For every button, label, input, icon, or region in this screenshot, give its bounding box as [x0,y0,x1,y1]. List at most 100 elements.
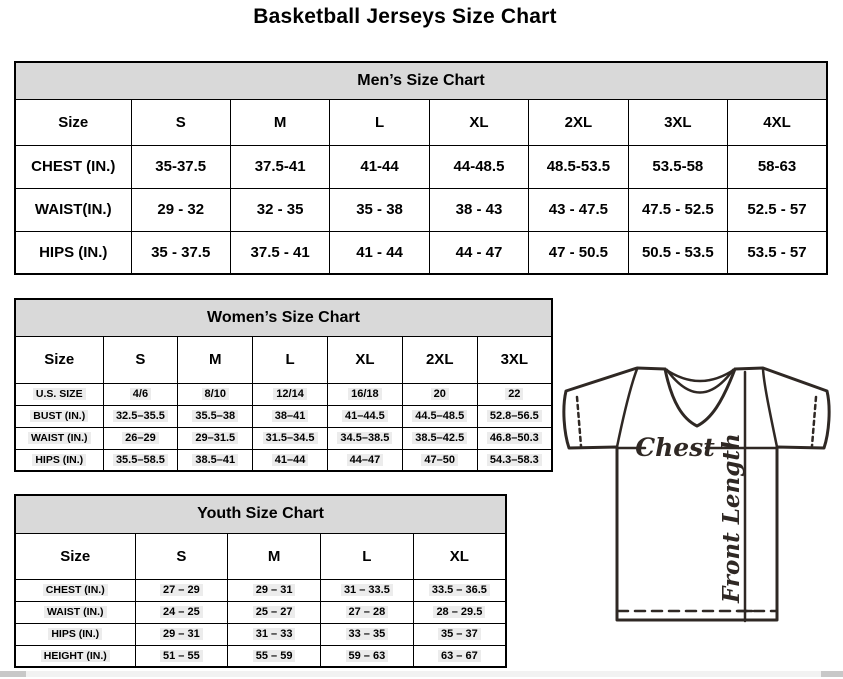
size-value-cell: 29 - 32 [130,187,231,232]
size-value-cell: 44 - 47 [428,230,530,275]
size-value-cell: 47 - 50.5 [528,230,629,275]
column-header: S [134,532,229,580]
table-row: CHEST (IN.) 35-37.5 37.5-41 41-44 44-48.5 48.… [14,144,828,189]
size-value-cell: 4/6 [102,382,179,406]
size-value-cell: 29 – 31 [227,578,321,602]
jersey-armhole-left [615,367,639,449]
size-value-cell: 59 – 63 [320,644,414,668]
size-value-cell: 47–50 [401,448,478,472]
size-value-cell: 38 - 43 [428,187,530,232]
jersey-armhole-right [761,367,779,449]
size-value-cell: 25 – 27 [227,600,321,624]
size-value-cell: 50.5 - 53.5 [627,230,729,275]
size-value-cell: 55 – 59 [227,644,321,668]
size-value-cell: 52.8–56.5 [476,404,553,428]
row-label: U.S. SIZE [14,382,104,406]
size-value-cell: 24 – 25 [134,600,229,624]
front-length-line [736,370,754,623]
column-header: S [102,335,179,384]
size-value-cell: 32.5–35.5 [102,404,179,428]
jersey-vneck [663,367,737,428]
size-value-cell: 35.5–38 [177,404,254,428]
size-value-cell: 27 – 29 [134,578,229,602]
size-value-cell: 43 - 47.5 [528,187,629,232]
table-row: HIPS (IN.) 35 - 37.5 37.5 - 41 41 - 44 44 - … [14,230,828,275]
size-value-cell: 47.5 - 52.5 [627,187,729,232]
table-row: CHEST (IN.) 27 – 29 29 – 31 31 – 33.5 33.5 –… [14,578,507,602]
youth-table-title: Youth Size Chart [14,494,507,534]
row-label: HEIGHT (IN.) [14,644,136,668]
size-value-cell: 51 – 55 [134,644,229,668]
column-header: XL [412,532,507,580]
size-value-cell: 41 - 44 [329,230,430,275]
size-value-cell: 35 - 38 [329,187,430,232]
size-value-cell: 37.5 - 41 [229,230,331,275]
scrollbar-right-segment[interactable] [821,671,843,677]
row-label: WAIST (IN.) [14,600,136,624]
row-label: WAIST(IN.) [14,187,132,232]
table-row: U.S. SIZE 4/6 8/10 12/14 16/18 20 22 [14,382,553,406]
row-label: HIPS (IN.) [14,622,136,646]
jersey-diagram: Chest Front Length [552,353,843,645]
column-header: 2XL [528,98,629,146]
size-value-cell: 33.5 – 36.5 [412,578,507,602]
mens-table: Men’s Size Chart Size S M L XL 2XL 3XL 4XL CHEST … [14,61,828,275]
row-label: HIPS (IN.) [14,448,104,472]
size-value-cell: 48.5-53.5 [528,144,629,189]
column-header: 3XL [627,98,729,146]
size-value-cell: 35 – 37 [412,622,507,646]
scrollbar-thumb[interactable] [0,671,26,677]
column-header: M [229,98,331,146]
size-value-cell: 44.5–48.5 [401,404,478,428]
size-value-cell: 41–44 [252,448,328,472]
size-value-cell: 32 - 35 [229,187,331,232]
column-header: S [130,98,231,146]
column-header: L [252,335,328,384]
youth-size-chart: Youth Size Chart Size S M L XL CHEST (IN.) 27 –… [14,494,507,668]
size-value-cell: 44–47 [326,448,403,472]
jersey-collar-arc-2 [665,368,735,394]
size-value-cell: 31.5–34.5 [252,426,328,450]
size-value-cell: 52.5 - 57 [727,187,828,232]
row-label: CHEST (IN.) [14,578,136,602]
size-value-cell: 37.5-41 [229,144,331,189]
size-value-cell: 22 [476,382,553,406]
size-value-cell: 29–31.5 [177,426,254,450]
sleeve-dash-left [575,395,583,448]
jersey-outline-icon: Chest Front Length [562,366,831,623]
horizontal-scrollbar[interactable] [0,671,843,677]
table-row: HIPS (IN.) 35.5–58.5 38.5–41 41–44 44–47 47–5… [14,448,553,472]
size-value-cell: 54.3–58.3 [476,448,553,472]
youth-table: Youth Size Chart Size S M L XL CHEST (IN.) 27 –… [14,494,507,668]
size-value-cell: 16/18 [326,382,403,406]
column-header: Size [14,98,132,146]
womens-table: Women’s Size Chart Size S M L XL 2XL 3XL U.S. SI… [14,298,553,472]
chest-label: Chest [635,433,715,462]
size-value-cell: 38–41 [252,404,328,428]
row-label: BUST (IN.) [14,404,104,428]
table-row: HEIGHT (IN.) 51 – 55 55 – 59 59 – 63 63 – 67 [14,644,507,668]
row-label: HIPS (IN.) [14,230,132,275]
column-header: 2XL [401,335,478,384]
column-header: 3XL [476,335,553,384]
column-header: M [227,532,321,580]
mens-size-chart: Men’s Size Chart Size S M L XL 2XL 3XL 4XL CHEST … [14,61,828,275]
size-value-cell: 33 – 35 [320,622,414,646]
jersey-collar-arc-1 [663,367,737,383]
column-header: M [177,335,254,384]
column-header: L [320,532,414,580]
size-value-cell: 63 – 67 [412,644,507,668]
sleeve-dash-right [810,395,818,448]
size-value-cell: 12/14 [252,382,328,406]
size-value-cell: 35.5–58.5 [102,448,179,472]
table-row: WAIST (IN.) 26–29 29–31.5 31.5–34.5 34.5–38.… [14,426,553,450]
page-title: Basketball Jerseys Size Chart [253,5,557,28]
size-value-cell: 38.5–42.5 [401,426,478,450]
row-label: CHEST (IN.) [14,144,132,189]
size-value-cell: 53.5 - 57 [727,230,828,275]
size-value-cell: 8/10 [177,382,254,406]
table-row: BUST (IN.) 32.5–35.5 35.5–38 38–41 41–44.5 44… [14,404,553,428]
size-value-cell: 35 - 37.5 [130,230,231,275]
table-row: WAIST(IN.) 29 - 32 32 - 35 35 - 38 38 - 43 43… [14,187,828,232]
column-header: XL [428,98,530,146]
